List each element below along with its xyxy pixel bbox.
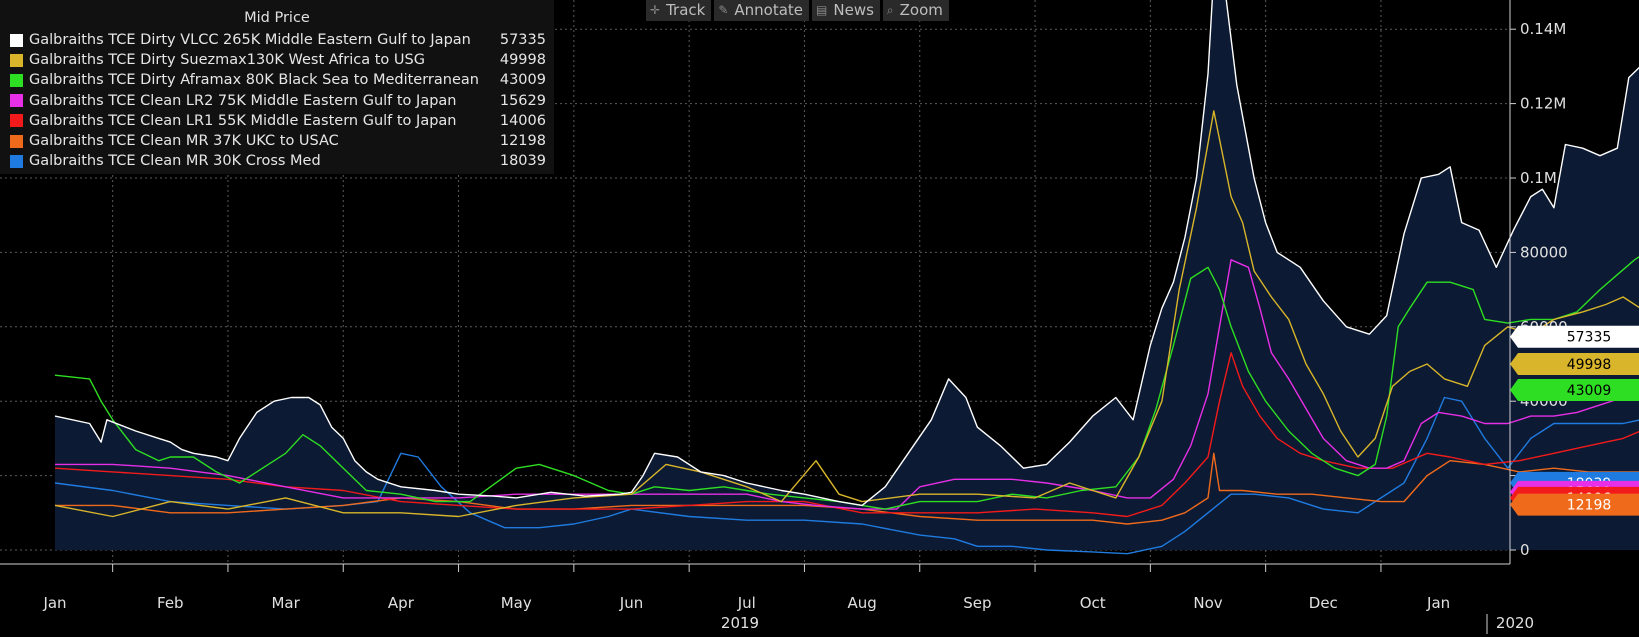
x-tick-label: Sep: [963, 594, 991, 612]
value-tag-2: [1510, 379, 1639, 402]
chart-legend: Mid Price Galbraiths TCE Dirty VLCC 265K…: [0, 0, 554, 174]
series-area-0: [55, 0, 1639, 550]
legend-swatch: [10, 114, 23, 128]
legend-series-value: 12198: [499, 133, 546, 149]
legend-swatch: [10, 154, 23, 168]
track-button[interactable]: ✛ Track: [646, 0, 712, 21]
series-line-0[interactable]: [54, 0, 1639, 507]
legend-swatch: [10, 33, 23, 47]
legend-series-name: Galbraiths TCE Dirty Aframax 80K Black S…: [29, 72, 479, 89]
x-tick-label: Jan: [42, 594, 66, 612]
legend-title: Mid Price: [244, 10, 310, 26]
chart-toolbar: ✛ Track ✎ Annotate ▤ News ⌕ Zoom: [646, 0, 949, 21]
value-tag-5: [1510, 493, 1639, 516]
legend-series-value: 57335: [499, 32, 546, 48]
legend-series-name: Galbraiths TCE Clean LR1 55K Middle East…: [29, 112, 457, 129]
zoom-label: Zoom: [899, 1, 943, 19]
x-tick-label: Jun: [619, 594, 643, 612]
x-tick-label: Oct: [1080, 594, 1106, 612]
value-tag-text: 12198: [1567, 498, 1612, 514]
series-line-2[interactable]: [54, 252, 1639, 510]
y-tick-label: 0: [1520, 541, 1530, 559]
series-line-4[interactable]: [54, 352, 1639, 518]
series-line-6[interactable]: [54, 396, 1639, 555]
series-line-3[interactable]: [55, 259, 1639, 510]
value-tag-text: 49998: [1567, 357, 1612, 373]
legend-series-value: 49998: [499, 52, 546, 69]
news-button[interactable]: ▤ News: [812, 0, 880, 21]
y-tick-label: 0.12M: [1520, 95, 1566, 113]
legend-swatch: [10, 53, 23, 67]
x-tick-label: Jul: [737, 594, 756, 612]
annotate-label: Annotate: [734, 1, 804, 19]
legend-series-name: Galbraiths TCE Dirty Suezmax130K West Af…: [29, 52, 425, 69]
pencil-icon: ✎: [718, 3, 729, 17]
legend-swatch: [10, 73, 23, 87]
legend-series-value: 15629: [499, 92, 546, 109]
legend-series-value: 14006: [499, 112, 546, 129]
magnifier-icon: ⌕: [886, 3, 894, 17]
legend-swatch: [10, 94, 23, 108]
x-tick-label: Feb: [157, 594, 184, 612]
value-tag-1: [1510, 353, 1639, 376]
axes-group: 04000060000800000.1M0.12M0.14MJanFebMarA…: [0, 0, 1568, 634]
zoom-button[interactable]: ⌕ Zoom: [882, 0, 949, 21]
year-label-2020: 2020: [1496, 614, 1534, 632]
x-tick-label: Nov: [1193, 594, 1222, 612]
value-tag-0: [1510, 325, 1639, 348]
x-tick-label: Jan: [1426, 594, 1450, 612]
legend-series-name: Galbraiths TCE Dirty VLCC 265K Middle Ea…: [29, 32, 471, 48]
legend-series-value: 18039: [499, 153, 546, 170]
track-label: Track: [666, 1, 706, 19]
legend-row[interactable]: Galbraiths TCE Clean LR1 55K Middle East…: [10, 111, 546, 131]
value-tags: 57335499984300918039156291400612198: [1510, 325, 1639, 516]
legend-series-name: Galbraiths TCE Clean MR 30K Cross Med: [29, 153, 321, 170]
legend-swatch: [10, 134, 23, 148]
y-tick-label: 80000: [1520, 243, 1568, 261]
legend-series-name: Galbraiths TCE Clean LR2 75K Middle East…: [29, 92, 457, 109]
y-tick-label: 0.14M: [1520, 20, 1566, 38]
news-label: News: [833, 1, 874, 19]
annotate-button[interactable]: ✎ Annotate: [714, 0, 810, 21]
legend-row[interactable]: Galbraiths TCE Dirty Aframax 80K Black S…: [10, 70, 546, 90]
value-tag-text: 57335: [1567, 330, 1612, 346]
legend-row[interactable]: Galbraiths TCE Dirty Suezmax130K West Af…: [10, 50, 546, 70]
value-tag-text: 43009: [1567, 383, 1612, 399]
legend-row[interactable]: Galbraiths TCE Clean MR 37K UKC to USAC 1…: [10, 131, 546, 151]
legend-series-name: Galbraiths TCE Clean MR 37K UKC to USAC: [29, 133, 339, 149]
x-tick-label: Dec: [1309, 594, 1338, 612]
legend-row[interactable]: Galbraiths TCE Clean LR2 75K Middle East…: [10, 91, 546, 111]
y-tick-label: 0.1M: [1520, 169, 1557, 187]
legend-row[interactable]: Galbraiths TCE Clean MR 30K Cross Med 180…: [10, 151, 546, 171]
legend-row[interactable]: Galbraiths TCE Dirty VLCC 265K Middle Ea…: [10, 30, 546, 50]
x-tick-label: May: [501, 594, 532, 612]
series-line-1[interactable]: [54, 110, 1639, 518]
x-tick-label: Aug: [847, 594, 876, 612]
news-icon: ▤: [816, 3, 828, 17]
year-label-2019: 2019: [721, 614, 759, 632]
legend-series-value: 43009: [499, 72, 546, 89]
crosshair-icon: ✛: [650, 3, 661, 17]
series-group: [54, 0, 1639, 555]
x-tick-label: Mar: [271, 594, 300, 612]
x-tick-label: Apr: [388, 594, 415, 612]
